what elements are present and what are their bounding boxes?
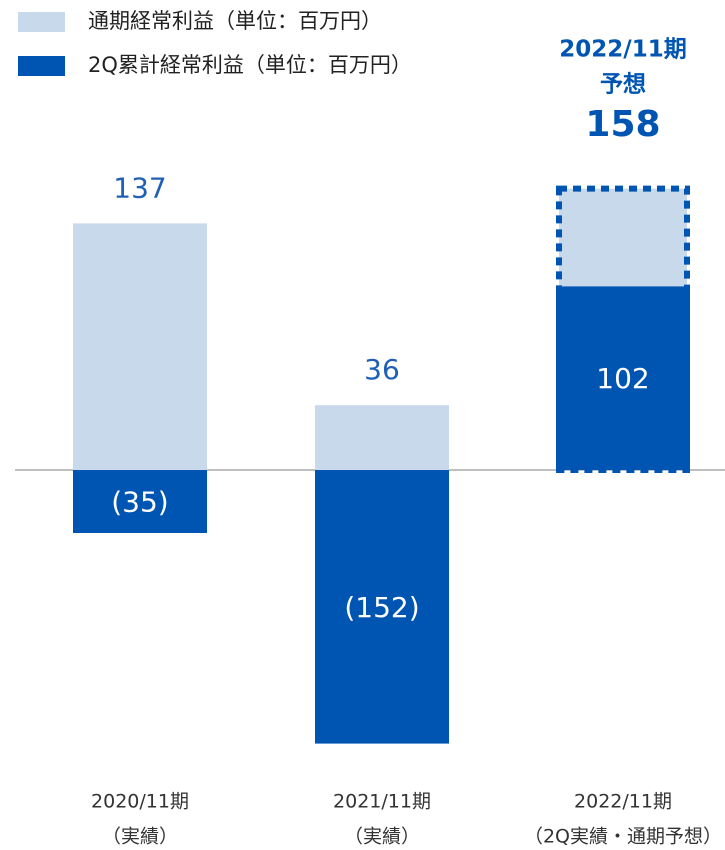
bar <box>315 470 449 744</box>
x-tick-label: （2Q実績・通期予想） <box>524 826 722 848</box>
value-label: 137 <box>113 171 166 204</box>
x-tick-label: 2022/11期 <box>574 791 672 813</box>
x-tick-label: 2020/11期 <box>91 791 189 813</box>
annotation: 予想 <box>600 72 646 98</box>
legend-swatch <box>18 56 65 76</box>
bar <box>73 223 207 470</box>
x-tick-label: （実績） <box>102 826 178 848</box>
value-label: 102 <box>596 362 649 395</box>
legend-label: 2Q累計経常利益（単位：百万円） <box>88 53 412 77</box>
legend-swatch <box>18 12 65 32</box>
annotation: 2022/11期 <box>559 37 686 63</box>
value-label: (152) <box>344 591 419 624</box>
legend-label: 通期経常利益（単位：百万円） <box>88 9 382 33</box>
bar <box>73 470 207 533</box>
x-tick-label: 2021/11期 <box>333 791 431 813</box>
value-label: 158 <box>585 104 660 145</box>
bar <box>315 405 449 470</box>
value-label: (35) <box>111 486 168 519</box>
x-tick-label: （実績） <box>344 826 420 848</box>
value-label: 36 <box>364 353 400 386</box>
bar <box>556 286 690 470</box>
